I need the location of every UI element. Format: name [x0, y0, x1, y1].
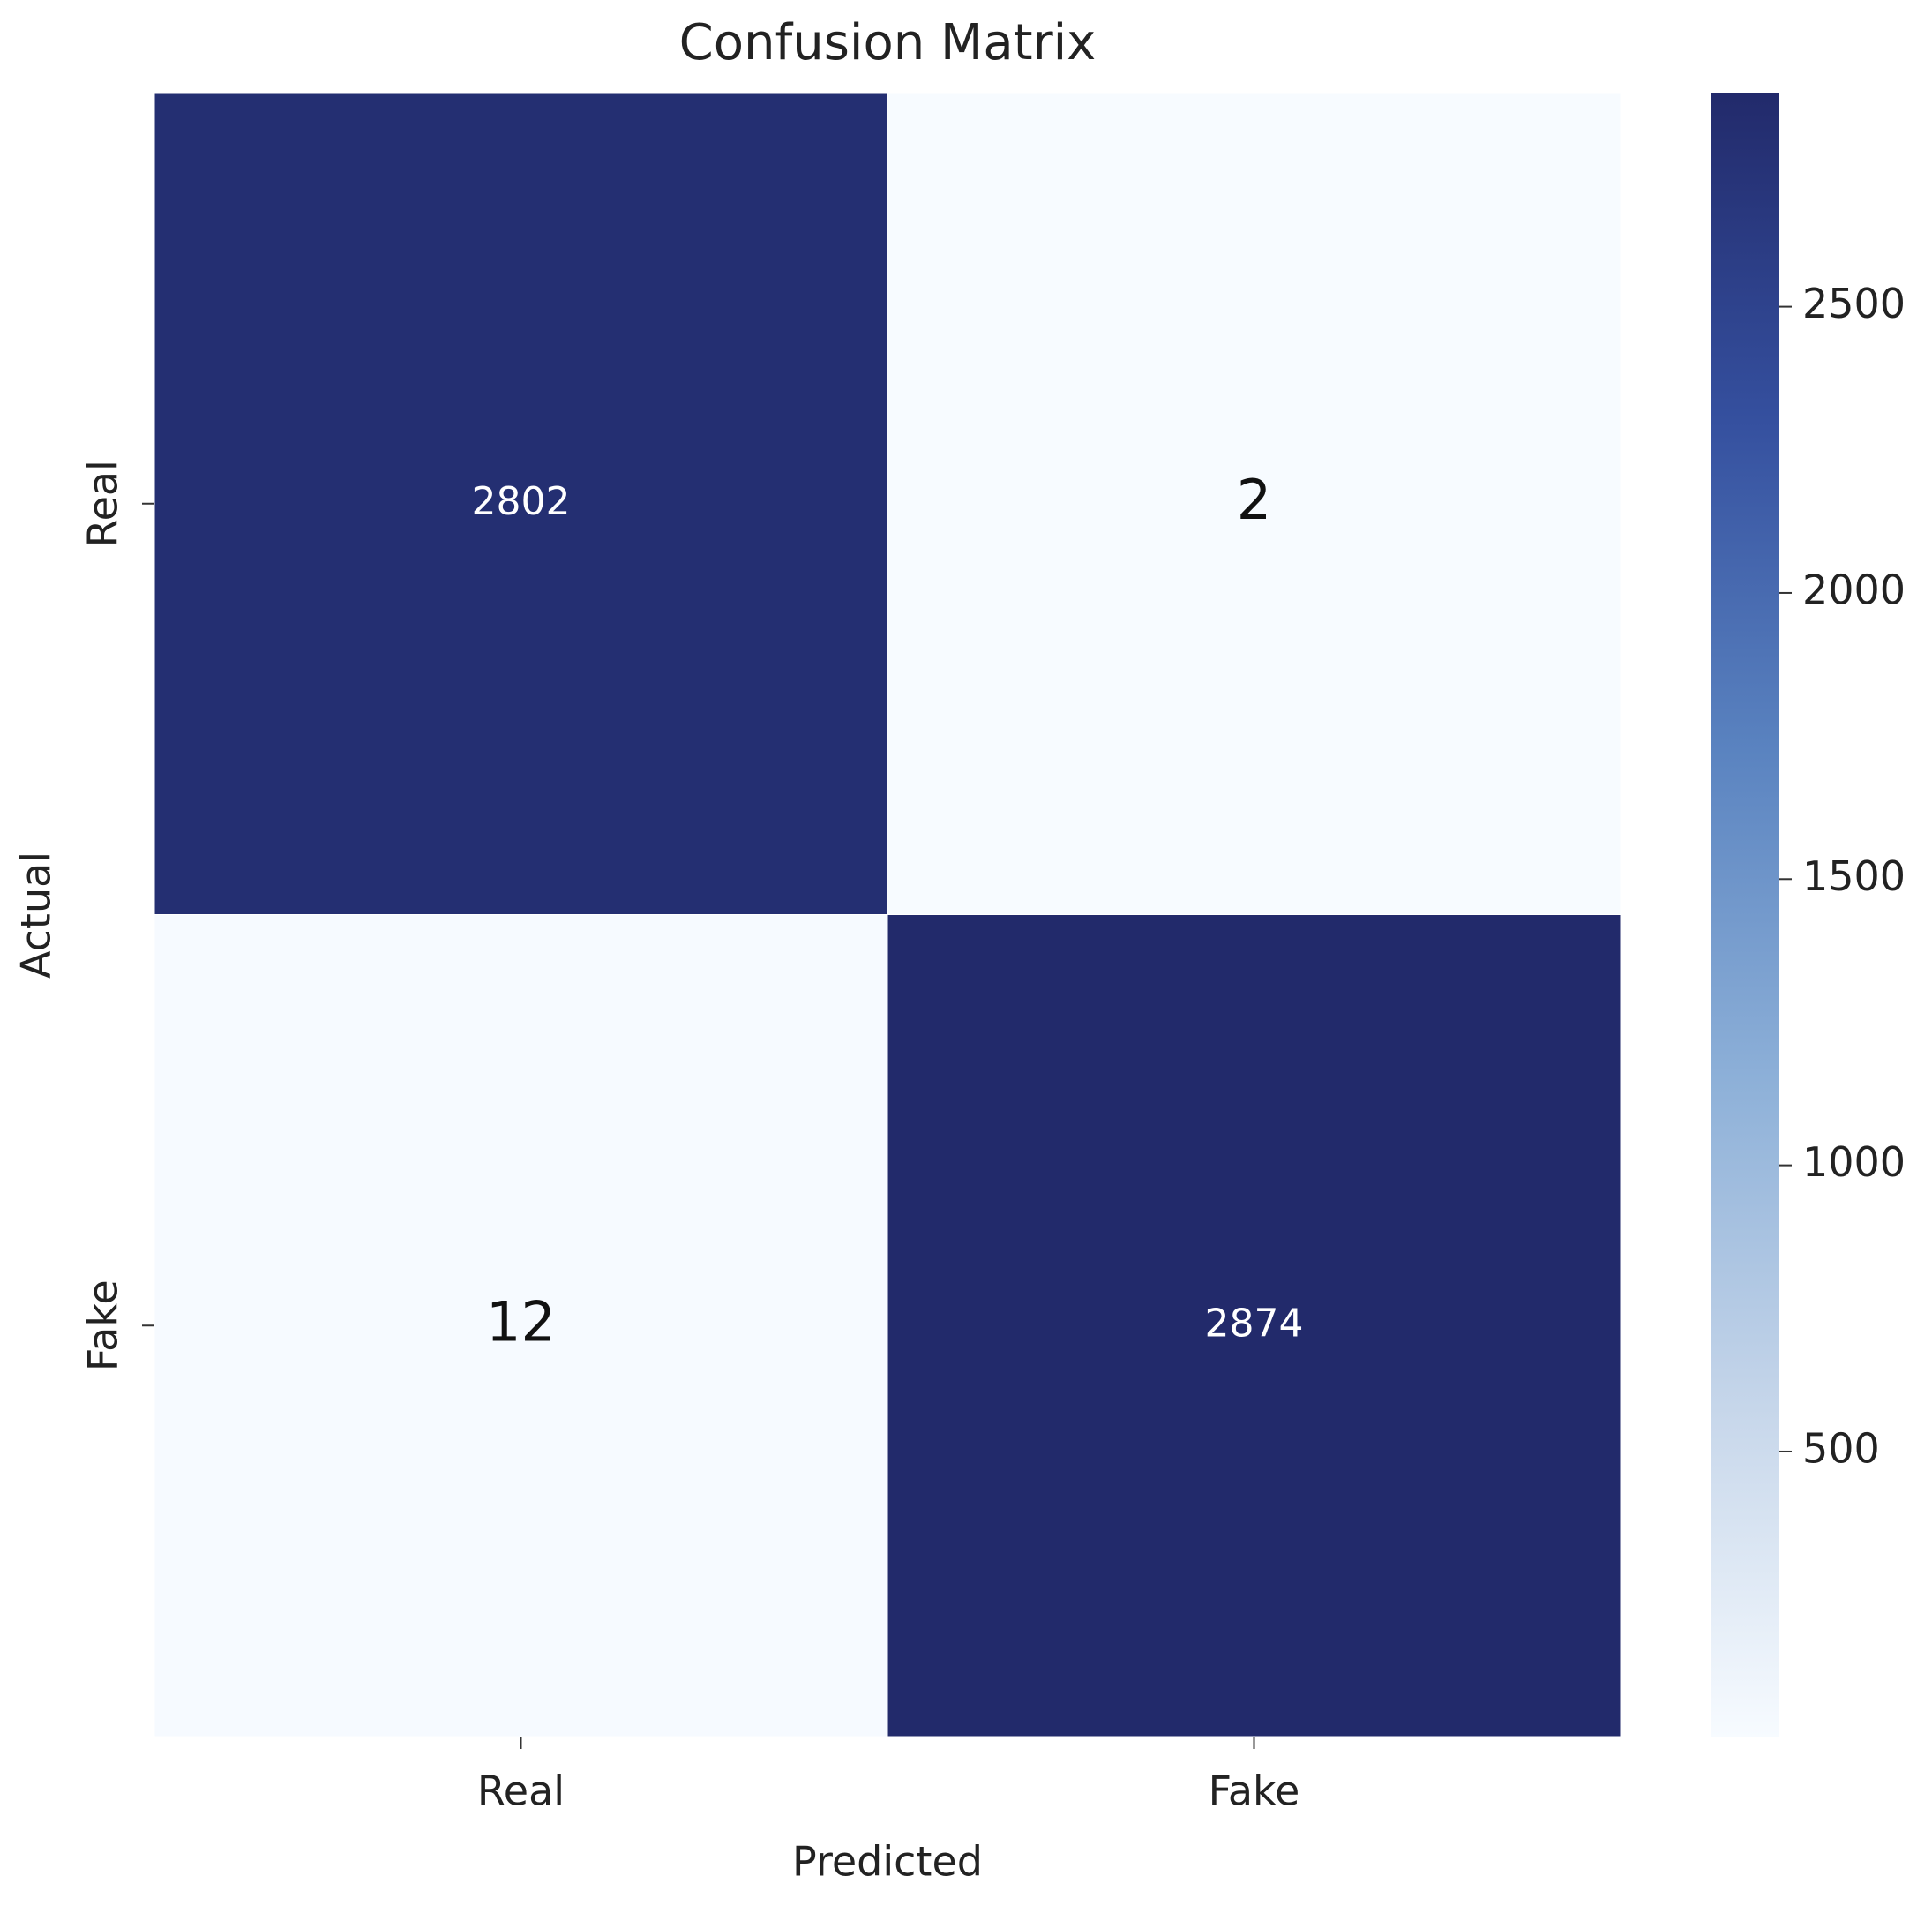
chart-title: Confusion Matrix: [679, 14, 1097, 71]
y-axis-label: Actual: [12, 852, 60, 979]
heatmap-cell: [154, 914, 888, 1737]
cell-label: 12: [486, 1289, 556, 1354]
x-tick-label: Real: [477, 1767, 565, 1815]
y-tick-label: Real: [79, 460, 127, 547]
cell-label: 2874: [1205, 1301, 1304, 1346]
colorbar-tick-label: 1500: [1802, 852, 1906, 900]
cell-label: 2: [1237, 468, 1271, 532]
colorbar-tick-label: 2000: [1802, 566, 1906, 613]
colorbar: [1711, 93, 1779, 1737]
x-tick-label: Fake: [1209, 1767, 1300, 1815]
cell-label: 2802: [472, 479, 571, 524]
colorbar-tick-label: 1000: [1802, 1138, 1906, 1186]
heatmap-cell: [154, 92, 888, 915]
heatmap-cell: [887, 914, 1621, 1737]
colorbar-tick-label: 2500: [1802, 280, 1906, 327]
colorbar-tick-label: 500: [1802, 1424, 1880, 1472]
heatmap-cell: [887, 92, 1621, 915]
x-axis-label: Predicted: [792, 1838, 983, 1886]
y-tick-label: Fake: [79, 1279, 127, 1371]
